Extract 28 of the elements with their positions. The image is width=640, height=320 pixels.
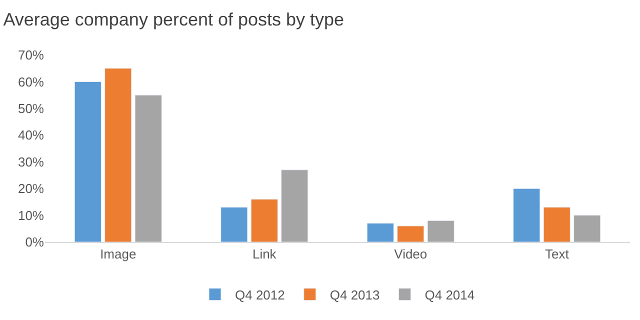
bar bbox=[366, 223, 394, 242]
x-tick-label: Text bbox=[544, 246, 570, 262]
y-tick-label: 40% bbox=[18, 128, 44, 143]
x-tick-label: Link bbox=[252, 246, 277, 262]
legend-label: Q4 2014 bbox=[424, 287, 475, 302]
y-tick-label: 20% bbox=[18, 181, 44, 196]
legend-label: Q4 2013 bbox=[330, 287, 380, 302]
y-tick-label: 70% bbox=[18, 48, 44, 63]
bar bbox=[250, 199, 278, 242]
bar bbox=[513, 188, 540, 242]
bar bbox=[427, 220, 454, 242]
bar bbox=[397, 226, 424, 242]
bar bbox=[134, 94, 162, 242]
bar bbox=[574, 215, 601, 242]
bar bbox=[543, 207, 570, 242]
bar bbox=[281, 170, 308, 242]
bar bbox=[104, 68, 132, 242]
legend-label: Q4 2012 bbox=[235, 287, 285, 302]
y-tick-label: 10% bbox=[18, 208, 44, 223]
bar bbox=[220, 207, 248, 242]
chart-title: Average company percent of posts by type bbox=[3, 9, 344, 30]
y-tick-label: 60% bbox=[18, 74, 44, 90]
y-tick-label: 30% bbox=[18, 154, 44, 170]
y-tick-label: 50% bbox=[18, 100, 44, 116]
bar bbox=[74, 81, 102, 242]
x-tick-label: Video bbox=[394, 246, 428, 262]
y-tick-label: 0% bbox=[25, 234, 44, 250]
x-tick-label: Image bbox=[100, 246, 136, 262]
